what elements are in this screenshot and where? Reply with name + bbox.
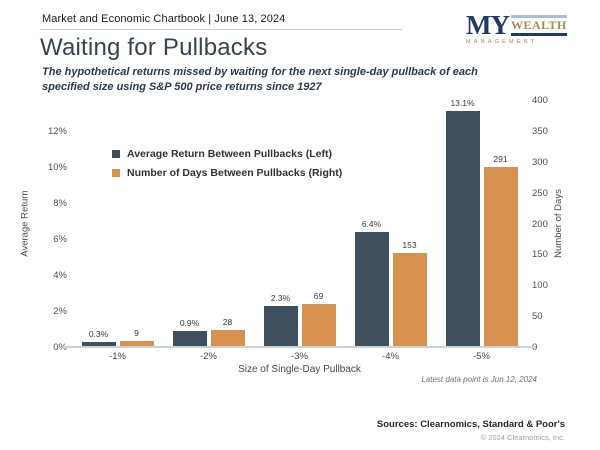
legend-item-avg-return: Average Return Between Pullbacks (Left) bbox=[112, 148, 342, 160]
y-tick-label-right: 350 bbox=[532, 125, 548, 137]
legend-swatch-num-days bbox=[112, 169, 120, 177]
logo-navy-bar bbox=[510, 32, 567, 36]
bar-column-avg-return--3%: 2.3% bbox=[263, 293, 298, 347]
sources-line: Sources: Clearnomics, Standard & Poor's bbox=[376, 419, 565, 430]
x-tick-label: -2% bbox=[200, 351, 217, 362]
right-axis-title: Number of Days bbox=[552, 189, 564, 258]
bar-value-label: 6.4% bbox=[361, 219, 382, 229]
x-tick-label: -5% bbox=[473, 351, 490, 362]
bar-column-num-days--5%: 291 bbox=[483, 154, 518, 347]
chart-legend: Average Return Between Pullbacks (Left) … bbox=[112, 148, 342, 186]
header-divider bbox=[40, 29, 402, 30]
bar-value-label: 9 bbox=[134, 328, 139, 338]
num-days-bar bbox=[210, 330, 245, 347]
bar-value-label: 0.3% bbox=[88, 329, 109, 339]
logo-management-text: MANAGEMENT bbox=[466, 38, 538, 45]
bar-column-avg-return--2%: 0.9% bbox=[172, 318, 207, 347]
num-days-bar bbox=[483, 167, 518, 347]
latest-data-footnote: Latest data point is Jun 12, 2024 bbox=[421, 375, 537, 384]
avg-return-bar bbox=[445, 111, 480, 347]
y-tick-label-right: 200 bbox=[532, 218, 548, 230]
logo-top-row: MY WEALTH bbox=[466, 10, 576, 40]
avg-return-bar bbox=[263, 306, 298, 347]
logo-my-text: MY bbox=[466, 10, 510, 40]
y-tick-label-left: 12% bbox=[47, 125, 67, 137]
bar-column-avg-return--4%: 6.4% bbox=[354, 219, 389, 347]
y-tick-label-right: 50 bbox=[532, 311, 543, 323]
bar-value-label: 28 bbox=[222, 317, 233, 327]
bar-group--2%: 0.9% 28 bbox=[163, 100, 254, 347]
bar-column-avg-return--1%: 0.3% bbox=[81, 329, 116, 347]
y-tick-label-left: 6% bbox=[53, 233, 67, 245]
y-tick-label-right: 250 bbox=[532, 187, 548, 199]
y-tick-label-right: 150 bbox=[532, 249, 548, 261]
bar-group--1%: 0.3% 9 bbox=[72, 100, 163, 347]
y-tick-label-left: 10% bbox=[47, 161, 67, 173]
bar-value-label: 0.9% bbox=[179, 318, 200, 328]
bar-group--4%: 6.4% 153 bbox=[345, 100, 436, 347]
x-tick-label: -3% bbox=[291, 351, 308, 362]
legend-item-num-days: Number of Days Between Pullbacks (Right) bbox=[112, 167, 342, 179]
my-wealth-management-logo: MY WEALTH MANAGEMENT bbox=[466, 10, 576, 45]
bar-value-label: 291 bbox=[493, 154, 508, 164]
y-tick-label-left: 4% bbox=[53, 269, 67, 281]
x-axis-baseline bbox=[64, 346, 536, 348]
copyright-line: © 2024 Clearnomics, Inc. bbox=[480, 433, 565, 442]
bar-value-label: 13.1% bbox=[450, 98, 475, 108]
page-title: Waiting for Pullbacks bbox=[40, 34, 268, 61]
bar-value-label: 153 bbox=[402, 240, 417, 250]
y-tick-label-left: 2% bbox=[53, 305, 67, 317]
bar-column-avg-return--5%: 13.1% bbox=[445, 98, 480, 347]
bar-value-label: 2.3% bbox=[270, 293, 291, 303]
legend-label-num-days: Number of Days Between Pullbacks (Right) bbox=[127, 167, 343, 179]
y-tick-label-left: 8% bbox=[53, 197, 67, 209]
legend-label-avg-return: Average Return Between Pullbacks (Left) bbox=[127, 148, 332, 160]
num-days-bar bbox=[119, 341, 154, 347]
bar-group--5%: 13.1% 291 bbox=[436, 98, 527, 347]
bar-value-label: 69 bbox=[313, 291, 324, 301]
avg-return-bar bbox=[354, 232, 389, 347]
avg-return-bar bbox=[172, 331, 207, 347]
num-days-bar bbox=[392, 253, 427, 347]
bar-column-num-days--1%: 9 bbox=[119, 328, 154, 347]
bar-column-num-days--3%: 69 bbox=[301, 291, 336, 347]
avg-return-bar bbox=[81, 342, 116, 347]
num-days-bar bbox=[301, 304, 336, 347]
chartbook-eyebrow: Market and Economic Chartbook | June 13,… bbox=[42, 13, 286, 25]
plot-area: Average Return Between Pullbacks (Left) … bbox=[72, 98, 527, 347]
bar-column-num-days--2%: 28 bbox=[210, 317, 245, 347]
left-axis-title: Average Return bbox=[19, 190, 31, 257]
chart-subtitle: The hypothetical returns missed by waiti… bbox=[42, 66, 478, 93]
x-axis-title: Size of Single-Day Pullback bbox=[238, 364, 361, 375]
bar-group--3%: 2.3% 69 bbox=[254, 100, 345, 347]
x-tick-label: -1% bbox=[109, 351, 126, 362]
y-tick-label-right: 100 bbox=[532, 280, 548, 292]
y-tick-label-left: 0% bbox=[53, 342, 67, 353]
y-tick-label-right: 400 bbox=[532, 95, 548, 106]
y-tick-label-right: 300 bbox=[532, 156, 548, 168]
x-tick-label: -4% bbox=[382, 351, 399, 362]
logo-lightblue-bar bbox=[510, 15, 567, 19]
logo-wealth-text: WEALTH bbox=[510, 18, 567, 33]
bar-column-num-days--4%: 153 bbox=[392, 240, 427, 347]
legend-swatch-avg-return bbox=[112, 150, 120, 158]
logo-wealth-block: WEALTH bbox=[510, 15, 567, 38]
